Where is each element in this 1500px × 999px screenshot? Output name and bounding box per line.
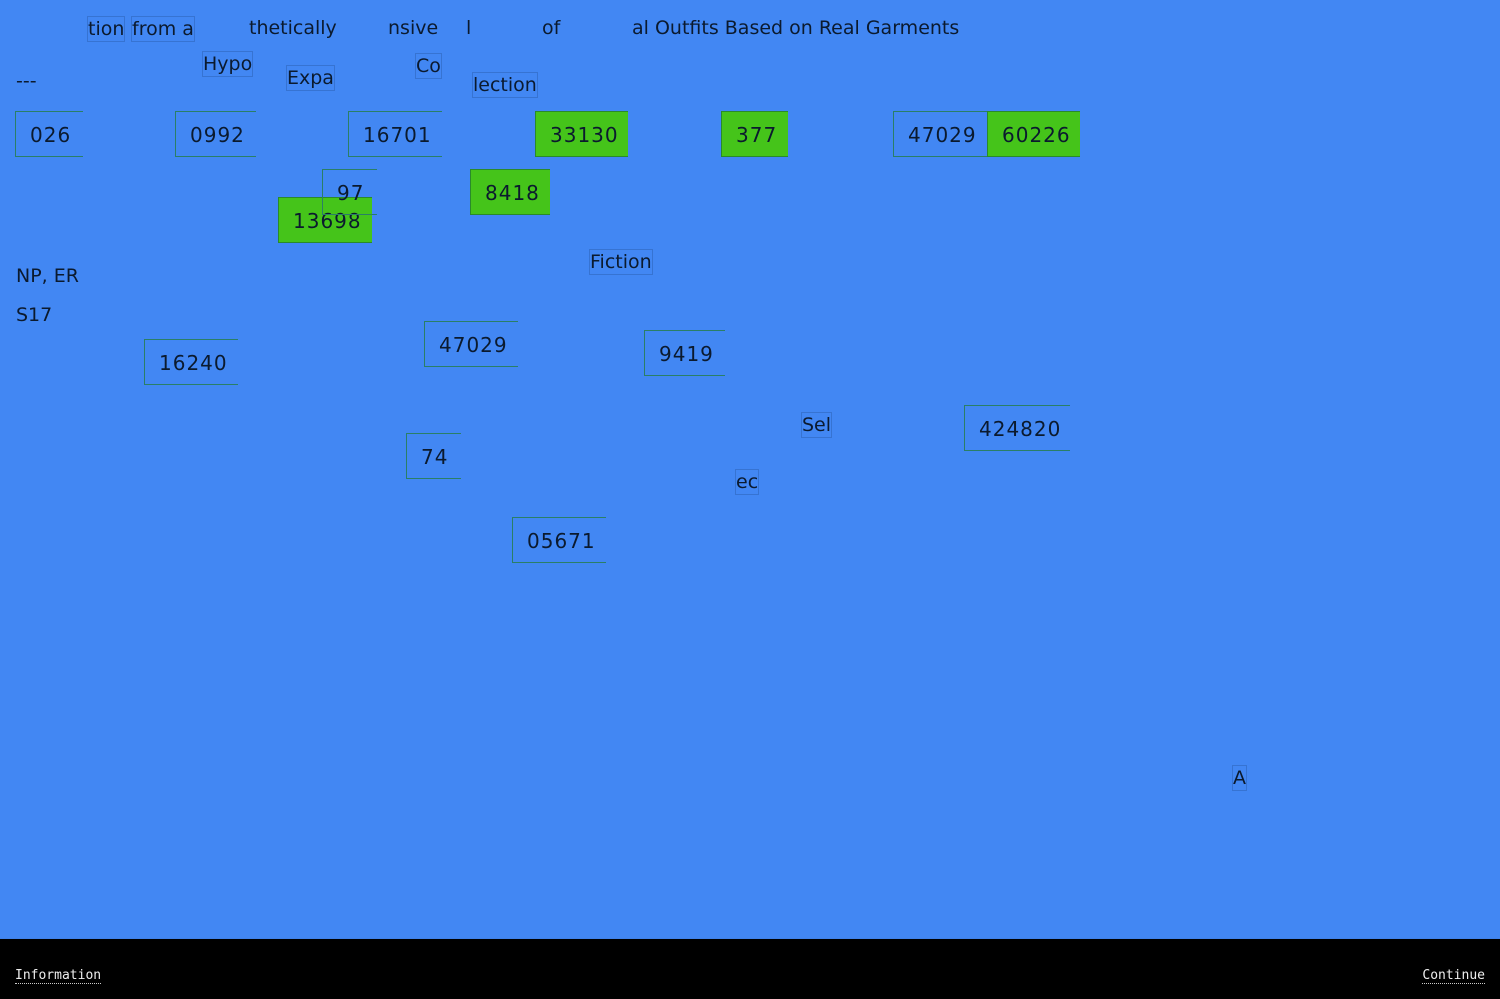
number-box-highlighted: 33130 — [535, 111, 628, 157]
footer-bar — [0, 939, 1500, 999]
number-box: 05671 — [512, 517, 606, 563]
number-box: 0992 — [175, 111, 256, 157]
continue-link[interactable]: Continue — [1422, 968, 1485, 984]
word-fragment: Hypo — [202, 51, 254, 77]
number-box-highlighted: 377 — [721, 111, 788, 157]
word-fragment: Co — [415, 53, 442, 79]
word-fragment: ec — [735, 469, 760, 495]
title-fragment: thetically — [249, 17, 337, 39]
number-box: 97 — [322, 169, 377, 215]
number-box: 16701 — [348, 111, 442, 157]
word-fragment: NP, ER — [16, 265, 79, 287]
number-box: 026 — [15, 111, 83, 157]
title-fragment: of — [542, 17, 561, 39]
word-fragment: lection — [472, 72, 538, 98]
title-fragment: tion — [87, 16, 126, 42]
title-fragment: l — [466, 17, 472, 39]
word-fragment: Expa — [286, 65, 335, 91]
word-fragment: Fiction — [589, 249, 653, 275]
word-fragment: A — [1232, 765, 1247, 791]
number-box: 74 — [406, 433, 461, 479]
word-fragment: S17 — [16, 304, 53, 326]
title-fragment: nsive — [388, 17, 439, 39]
title-fragment: al Outfits Based on Real Garments — [632, 17, 960, 39]
number-box-highlighted: 8418 — [470, 169, 550, 215]
word-fragment: --- — [16, 70, 37, 92]
number-box: 47029 — [893, 111, 988, 157]
number-box-highlighted: 13698 — [278, 197, 372, 243]
number-box: 47029 — [424, 321, 518, 367]
information-link[interactable]: Information — [15, 968, 102, 984]
number-box-highlighted: 60226 — [987, 111, 1080, 157]
number-box: 9419 — [644, 330, 725, 376]
title-fragment: from a — [131, 16, 195, 42]
number-box: 16240 — [144, 339, 238, 385]
number-box: 424820 — [964, 405, 1070, 451]
word-fragment: Sel — [801, 412, 833, 438]
